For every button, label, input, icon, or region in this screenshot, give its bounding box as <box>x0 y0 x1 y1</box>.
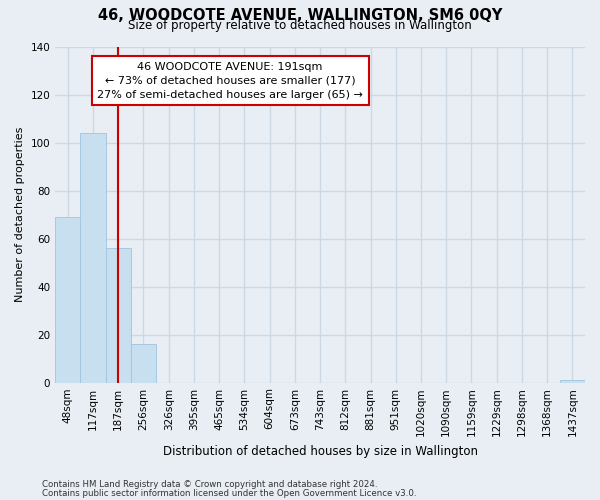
Bar <box>55 217 80 382</box>
Bar <box>560 380 585 382</box>
Text: 46 WOODCOTE AVENUE: 191sqm
← 73% of detached houses are smaller (177)
27% of sem: 46 WOODCOTE AVENUE: 191sqm ← 73% of deta… <box>97 62 363 100</box>
Bar <box>80 133 106 382</box>
Bar <box>106 248 131 382</box>
Y-axis label: Number of detached properties: Number of detached properties <box>15 127 25 302</box>
Text: Size of property relative to detached houses in Wallington: Size of property relative to detached ho… <box>128 18 472 32</box>
Bar <box>131 344 156 383</box>
Text: Contains HM Land Registry data © Crown copyright and database right 2024.: Contains HM Land Registry data © Crown c… <box>42 480 377 489</box>
Text: Contains public sector information licensed under the Open Government Licence v3: Contains public sector information licen… <box>42 488 416 498</box>
X-axis label: Distribution of detached houses by size in Wallington: Distribution of detached houses by size … <box>163 444 478 458</box>
Text: 46, WOODCOTE AVENUE, WALLINGTON, SM6 0QY: 46, WOODCOTE AVENUE, WALLINGTON, SM6 0QY <box>98 8 502 22</box>
